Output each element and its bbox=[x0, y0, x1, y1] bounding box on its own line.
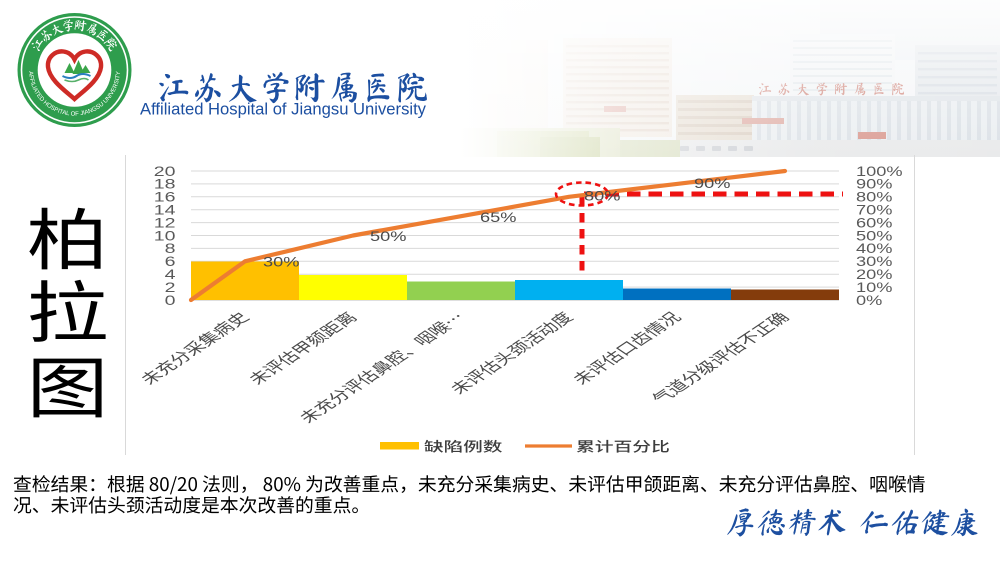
svg-text:30%: 30% bbox=[263, 255, 299, 270]
svg-text:20%: 20% bbox=[856, 267, 892, 282]
svg-text:80%: 80% bbox=[584, 189, 620, 204]
svg-text:0%: 0% bbox=[856, 293, 882, 308]
svg-text:16: 16 bbox=[154, 190, 176, 205]
svg-text:40%: 40% bbox=[856, 241, 892, 256]
svg-text:2: 2 bbox=[165, 280, 176, 295]
svg-text:8: 8 bbox=[165, 241, 176, 256]
svg-text:18: 18 bbox=[154, 177, 176, 192]
svg-text:90%: 90% bbox=[856, 177, 892, 192]
svg-text:12: 12 bbox=[154, 215, 176, 230]
svg-text:10: 10 bbox=[154, 228, 176, 243]
svg-text:70%: 70% bbox=[856, 203, 892, 218]
svg-text:50%: 50% bbox=[856, 229, 892, 244]
svg-text:0: 0 bbox=[165, 293, 176, 308]
svg-text:10%: 10% bbox=[856, 280, 892, 295]
svg-text:100%: 100% bbox=[856, 164, 903, 179]
svg-text:50%: 50% bbox=[370, 229, 406, 244]
svg-text:30%: 30% bbox=[856, 254, 892, 269]
svg-text:4: 4 bbox=[165, 267, 176, 282]
svg-text:90%: 90% bbox=[694, 176, 730, 191]
svg-text:6: 6 bbox=[165, 254, 176, 269]
svg-text:60%: 60% bbox=[856, 216, 892, 231]
svg-text:Affiliated Hospital of Jiangsu: Affiliated Hospital of Jiangsu Universit… bbox=[140, 101, 427, 119]
svg-text:14: 14 bbox=[154, 202, 176, 217]
svg-text:65%: 65% bbox=[480, 210, 516, 225]
svg-text:20: 20 bbox=[154, 164, 176, 179]
svg-text:80%: 80% bbox=[856, 190, 892, 205]
